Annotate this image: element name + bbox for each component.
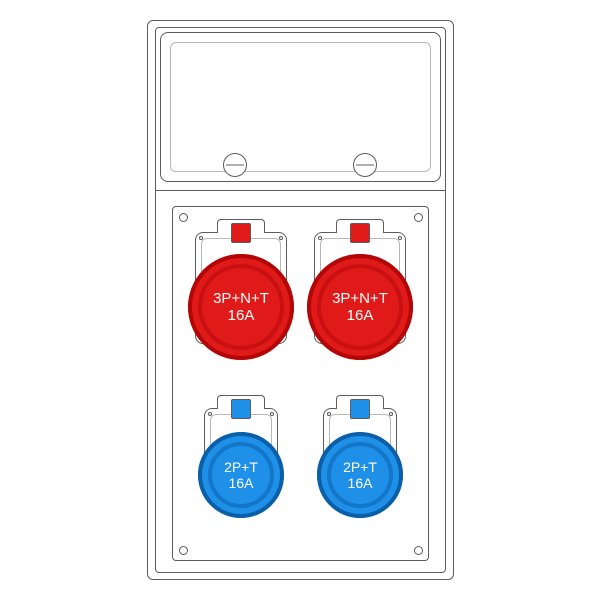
outlet-flap xyxy=(231,399,251,419)
socket-label-line2: 16A xyxy=(347,307,374,324)
socket-label-line1: 3P+N+T xyxy=(332,290,388,307)
socket-3pnt-left: 3P+N+T16A xyxy=(188,254,294,360)
cover-screw xyxy=(223,153,247,177)
diagram-root: { "canvas": { "w": 600, "h": 600, "bg": … xyxy=(0,0,600,600)
socket-2pt-left: 2P+T16A xyxy=(198,432,284,518)
plate-screw-hole xyxy=(199,236,203,240)
top-cover-inner xyxy=(170,42,431,172)
panel-divider xyxy=(155,190,446,191)
outlet-hinge-tab xyxy=(217,219,265,233)
cover-screw xyxy=(353,153,377,177)
socket-label-line1: 2P+T xyxy=(343,459,377,475)
socket-3pnt-right: 3P+N+T16A xyxy=(307,254,413,360)
plate-screw-hole xyxy=(389,412,393,416)
socket-label-line2: 16A xyxy=(228,307,255,324)
plate-screw-hole xyxy=(398,236,402,240)
plate-screw-hole xyxy=(327,412,331,416)
socket-2pt-right: 2P+T16A xyxy=(317,432,403,518)
socket-label-line1: 2P+T xyxy=(224,459,258,475)
outlet-flap xyxy=(350,399,370,419)
outlet-flap xyxy=(231,223,251,243)
plate-screw-hole xyxy=(208,412,212,416)
mount-hole xyxy=(414,213,423,222)
mount-hole xyxy=(179,213,188,222)
outlet-flap xyxy=(350,223,370,243)
plate-screw-hole xyxy=(279,236,283,240)
plate-screw-hole xyxy=(270,412,274,416)
outlet-hinge-tab xyxy=(336,395,384,409)
mount-hole xyxy=(414,546,423,555)
socket-label-line2: 16A xyxy=(229,475,254,491)
plate-screw-hole xyxy=(318,236,322,240)
socket-label-line2: 16A xyxy=(348,475,373,491)
outlet-hinge-tab xyxy=(336,219,384,233)
outlet-hinge-tab xyxy=(217,395,265,409)
socket-label-line1: 3P+N+T xyxy=(213,290,269,307)
mount-hole xyxy=(179,546,188,555)
